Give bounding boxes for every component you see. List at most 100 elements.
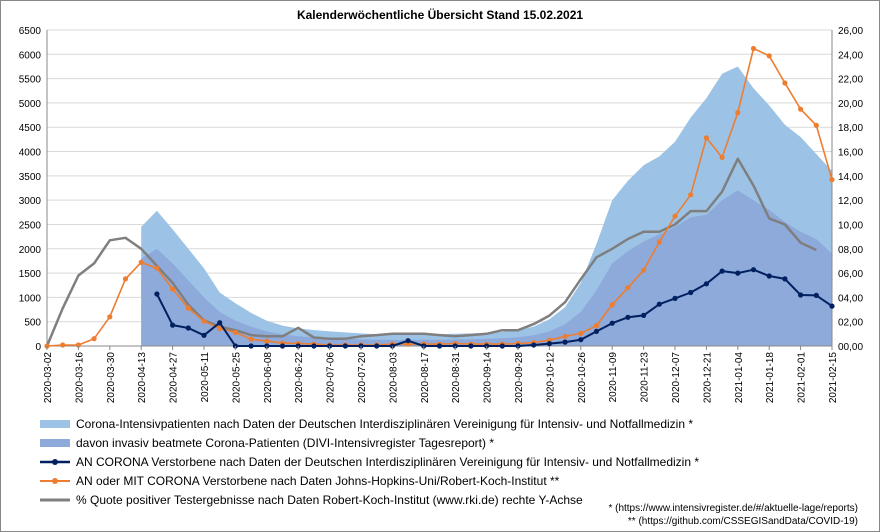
y-right-tick-label: 10,00 bbox=[838, 220, 863, 231]
point-deaths-divi bbox=[798, 292, 804, 298]
point-deaths-jhu-rki bbox=[703, 135, 710, 141]
point-deaths-divi bbox=[813, 292, 819, 298]
y-right-tick-label: 26,00 bbox=[838, 26, 863, 37]
source-note-divi: * (https://www.intensivregister.de/#/akt… bbox=[608, 503, 858, 514]
x-tick-label: 2020-05-11 bbox=[200, 352, 211, 403]
point-deaths-divi bbox=[531, 342, 537, 348]
x-tick-label: 2020-03-30 bbox=[106, 352, 117, 404]
point-deaths-jhu-rki bbox=[170, 286, 176, 292]
x-tick-label: 2021-02-01 bbox=[797, 352, 808, 404]
legend-item-deaths-divi: AN CORONA Verstorbene nach Daten der Deu… bbox=[38, 452, 858, 471]
point-deaths-jhu-rki bbox=[122, 276, 129, 282]
x-tick-label: 2020-08-31 bbox=[451, 352, 462, 404]
point-deaths-jhu-rki bbox=[656, 239, 662, 245]
point-deaths-jhu-rki bbox=[813, 122, 819, 128]
x-tick-label: 2020-03-02 bbox=[43, 352, 54, 404]
point-deaths-divi bbox=[170, 322, 176, 328]
point-deaths-divi bbox=[766, 273, 772, 279]
point-deaths-divi bbox=[609, 320, 615, 326]
y-left-tick-label: 2000 bbox=[19, 245, 42, 256]
x-tick-label: 2020-12-21 bbox=[702, 352, 713, 404]
chart-legend: Corona-Intensivpatienten nach Daten der … bbox=[38, 414, 858, 509]
line-deaths-divi bbox=[156, 268, 833, 347]
point-deaths-divi bbox=[374, 343, 380, 349]
source-note-jhu: ** (https://github.com/CSSEGISandData/CO… bbox=[627, 516, 858, 527]
x-tick-label: 2020-06-22 bbox=[294, 352, 305, 404]
point-deaths-jhu-rki bbox=[154, 265, 160, 271]
point-deaths-jhu-rki bbox=[625, 285, 631, 291]
point-deaths-divi bbox=[248, 343, 254, 349]
x-tick-label: 2021-01-04 bbox=[734, 352, 745, 404]
point-deaths-divi bbox=[185, 325, 191, 331]
point-deaths-divi bbox=[625, 314, 631, 320]
x-tick-label: 2020-07-06 bbox=[326, 352, 337, 404]
point-deaths-jhu-rki bbox=[217, 325, 223, 332]
y-right-tick-label: 16,00 bbox=[838, 148, 863, 159]
point-deaths-divi bbox=[279, 343, 286, 349]
point-deaths-jhu-rki bbox=[264, 338, 270, 344]
point-deaths-divi bbox=[468, 343, 474, 349]
legend-label-positive-rate: % Quote positiver Testergebnisse nach Da… bbox=[76, 492, 583, 507]
chart-plot: 0 500 1000 1500 2000 2500 3000 3500 4000 4500 5000… bbox=[19, 26, 864, 404]
y-right-tick-label: 08,00 bbox=[838, 245, 863, 256]
x-tick-label: 2020-11-23 bbox=[640, 352, 651, 403]
point-deaths-divi bbox=[688, 289, 694, 296]
x-tick-label: 2020-12-07 bbox=[671, 352, 682, 404]
point-deaths-divi bbox=[405, 338, 411, 344]
y-left-tick-label: 5500 bbox=[19, 75, 42, 86]
point-deaths-divi bbox=[782, 276, 788, 282]
point-deaths-jhu-rki bbox=[593, 323, 600, 329]
x-tick-label: 2020-03-16 bbox=[74, 352, 85, 404]
point-deaths-jhu-rki bbox=[75, 342, 81, 348]
point-deaths-jhu-rki bbox=[138, 259, 144, 265]
point-deaths-jhu-rki bbox=[609, 302, 615, 308]
legend-item-deaths-jhu-rki: AN oder MIT CORONA Verstorbene nach Date… bbox=[38, 471, 858, 490]
point-deaths-jhu-rki bbox=[829, 177, 835, 183]
y-right-tick-label: 00,00 bbox=[838, 342, 863, 353]
y-left-tick-label: 1500 bbox=[19, 269, 42, 280]
point-deaths-jhu-rki bbox=[750, 45, 757, 52]
legend-swatch-positive-rate bbox=[38, 493, 72, 507]
y-left-tick-label: 500 bbox=[24, 318, 41, 329]
point-deaths-divi bbox=[656, 301, 662, 307]
x-tick-label: 2020-10-12 bbox=[545, 352, 556, 404]
legend-label-deaths-jhu-rki: AN oder MIT CORONA Verstorbene nach Date… bbox=[76, 473, 560, 488]
point-deaths-divi bbox=[217, 320, 223, 326]
y-right-tick-label: 06,00 bbox=[838, 269, 863, 280]
point-deaths-divi bbox=[735, 270, 741, 276]
y-left-tick-label: 5000 bbox=[19, 99, 42, 110]
point-deaths-jhu-rki bbox=[91, 336, 97, 342]
x-tick-label: 2020-11-09 bbox=[608, 352, 619, 403]
y-left-tick-label: 0 bbox=[35, 342, 41, 353]
legend-swatch-intensive-patients bbox=[38, 417, 72, 431]
point-deaths-divi bbox=[578, 337, 584, 343]
y-right-tick-label: 04,00 bbox=[838, 293, 863, 304]
y-left-tick-label: 4500 bbox=[19, 123, 42, 134]
x-tick-label: 2020-08-03 bbox=[388, 352, 399, 404]
legend-label-deaths-divi: AN CORONA Verstorbene nach Daten der Deu… bbox=[76, 454, 699, 469]
point-deaths-divi bbox=[562, 339, 568, 345]
point-deaths-jhu-rki bbox=[798, 106, 804, 112]
point-deaths-jhu-rki bbox=[688, 192, 694, 198]
legend-label-ventilated-patients: davon invasiv beatmete Corona-Patienten … bbox=[76, 435, 494, 450]
x-tick-label: 2020-04-27 bbox=[169, 352, 180, 404]
point-deaths-divi bbox=[641, 312, 647, 318]
point-deaths-jhu-rki bbox=[201, 318, 207, 324]
y-left-tick-label: 6000 bbox=[19, 50, 42, 61]
y-left-tick-label: 3500 bbox=[19, 172, 42, 183]
x-tick-label: 2020-07-20 bbox=[357, 352, 368, 404]
y-right-tick-label: 18,00 bbox=[838, 123, 863, 134]
point-deaths-divi bbox=[672, 295, 678, 301]
point-deaths-jhu-rki bbox=[782, 80, 788, 86]
y-left-tick-label: 4000 bbox=[19, 148, 42, 159]
point-deaths-divi bbox=[750, 267, 757, 273]
y-left-tick-label: 2500 bbox=[19, 220, 42, 231]
point-deaths-divi bbox=[154, 291, 160, 297]
x-tick-label: 2021-02-15 bbox=[828, 352, 839, 404]
point-deaths-divi bbox=[499, 343, 505, 349]
x-tick-label: 2020-05-25 bbox=[231, 352, 242, 404]
y-left-tick-label: 3000 bbox=[19, 196, 42, 207]
y-right-tick-label: 14,00 bbox=[838, 172, 863, 183]
chart-title: Kalenderwöchentliche Übersicht Stand 15.… bbox=[296, 8, 584, 22]
legend-swatch-deaths-divi bbox=[38, 455, 72, 469]
